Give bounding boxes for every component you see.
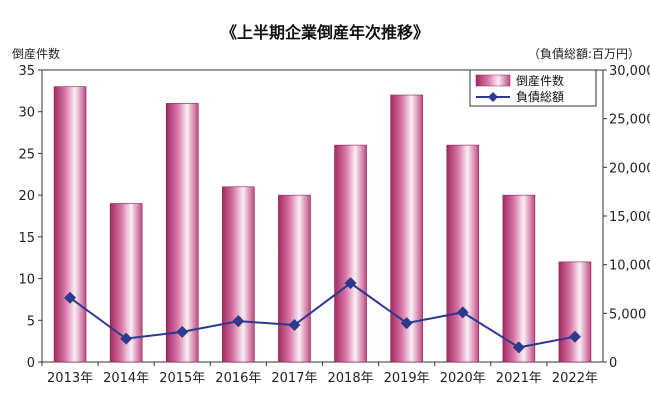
plot-area: 0 5 10 15 20 25 30 35 0 5,000 10,000 15,000 20,000 25… [18, 64, 650, 386]
bar [165, 103, 199, 363]
left-axis-label: 倒産件数 [12, 46, 60, 61]
debt-point [512, 341, 525, 354]
debt-point [344, 277, 357, 290]
left-tick-label: 10 [18, 273, 35, 288]
bar [53, 86, 87, 363]
debt-point [64, 291, 77, 304]
debt-point [176, 325, 189, 338]
bar [222, 186, 255, 363]
x-tick-label: 2020年 [440, 371, 486, 386]
x-tick-label: 2022年 [552, 371, 598, 386]
debt-point [400, 317, 413, 330]
debt-point [456, 306, 469, 319]
x-tick-label: 2013年 [47, 371, 93, 386]
left-tick-label: 35 [18, 64, 35, 79]
x-tick-label: 2014年 [103, 371, 149, 386]
right-tick-label: 20,000 [609, 161, 650, 176]
x-tick-label: 2015年 [159, 371, 205, 386]
debt-point [120, 332, 133, 345]
right-tick-label: 25,000 [609, 113, 650, 128]
bar [334, 144, 367, 363]
left-tick-label: 5 [27, 314, 35, 329]
legend-line-marker [488, 92, 498, 102]
debt-point [568, 330, 581, 343]
right-tick-label: 15,000 [609, 210, 650, 225]
legend-line-label: 負債総額 [516, 89, 564, 104]
debt-line [69, 281, 576, 349]
x-tick-label: 2021年 [496, 371, 542, 386]
x-tick-label: 2016年 [215, 371, 261, 386]
chart-title: 《上半期企業倒産年次推移》 [221, 23, 429, 42]
x-tick-label: 2019年 [384, 371, 430, 386]
bar [278, 194, 311, 363]
legend-bar-label: 倒産件数 [516, 73, 564, 88]
left-tick-label: 20 [18, 189, 35, 204]
debt-point [232, 315, 245, 328]
left-tick-label: 0 [27, 356, 35, 371]
right-tick-label: 10,000 [609, 259, 650, 274]
right-axis-label: （負債総額:百万円） [528, 46, 640, 61]
left-tick-label: 30 [18, 106, 35, 121]
bar [558, 261, 592, 363]
right-tick-label: 5,000 [609, 307, 646, 322]
legend-bar-swatch [475, 74, 511, 87]
bar [446, 144, 480, 363]
bar [502, 194, 536, 363]
debt-point [288, 319, 301, 332]
right-tick-label: 30,000 [609, 64, 650, 79]
right-tick-label: 0 [609, 356, 617, 371]
x-tick-label: 2017年 [271, 371, 317, 386]
left-tick-label: 25 [18, 147, 35, 162]
x-tick-label: 2018年 [328, 371, 374, 386]
left-tick-label: 15 [18, 231, 35, 246]
